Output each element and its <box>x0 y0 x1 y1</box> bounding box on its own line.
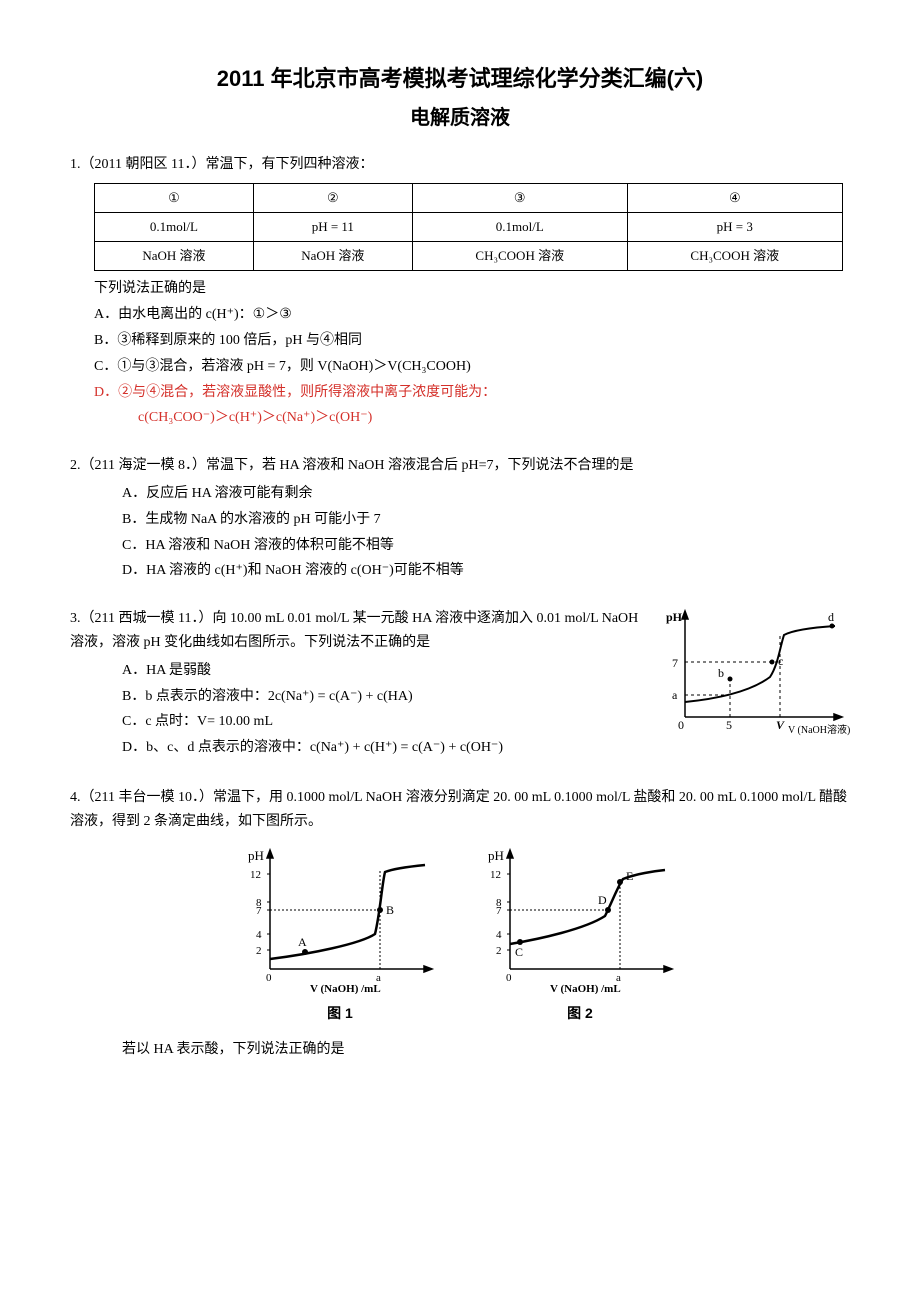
c1-x0: 0 <box>266 972 272 984</box>
q1-th-1: ① <box>95 184 254 213</box>
c2-t4: 4 <box>496 929 502 941</box>
q2-opt-a: A．反应后 HA 溶液可能有剩余 <box>122 482 850 506</box>
c1-t7: 7 <box>256 905 262 917</box>
q1-r2c1: NaOH 溶液 <box>95 242 254 271</box>
q3-tick-7: 7 <box>672 656 678 670</box>
q1-r2c2: NaOH 溶液 <box>253 242 412 271</box>
q1-opt-c: C．①与③混合，若溶液 pH = 7，则 V(NaOH)＞V(CH₃COOH) <box>94 355 850 379</box>
c2-t2: 2 <box>496 945 502 957</box>
q3-x5: 5 <box>726 718 732 732</box>
page-title: 2011 年北京市高考模拟考试理综化学分类汇编(六) <box>70 60 850 97</box>
q4-cap-1: 图 1 <box>240 1002 440 1026</box>
c2-D: D <box>598 893 607 907</box>
c1-ylabel: pH <box>248 848 264 863</box>
q3-pt-c: c <box>778 654 783 668</box>
c2-t12: 12 <box>490 869 501 881</box>
q4-stem: 4.（211 丰台一模 10．）常温下，用 0.1000 mol/L NaOH … <box>70 786 850 834</box>
c1-t2: 2 <box>256 945 262 957</box>
c2-t7: 7 <box>496 905 502 917</box>
q3-opt-b: B．b 点表示的溶液中：2c(Na⁺) = c(A⁻) + c(HA) <box>122 685 652 709</box>
q3-stem: 3.（211 西城一模 11．）向 10.00 mL 0.01 mol/L 某一… <box>70 607 652 655</box>
q2-opt-c: C．HA 溶液和 NaOH 溶液的体积可能不相等 <box>122 534 850 558</box>
q1-stem: 1.（2011 朝阳区 11．）常温下，有下列四种溶液： <box>70 153 850 177</box>
q1-th-3: ③ <box>412 184 627 213</box>
q3-xV: V <box>776 718 785 732</box>
q4-after: 若以 HA 表示酸，下列说法正确的是 <box>122 1038 850 1062</box>
c2-x0: 0 <box>506 972 512 984</box>
q3-origin: 0 <box>678 718 684 732</box>
c2-ylabel: pH <box>488 848 504 863</box>
q3-pt-d: d <box>828 610 834 624</box>
c2-E: E <box>626 869 633 883</box>
c2-C: C <box>515 945 523 959</box>
question-1: 1.（2011 朝阳区 11．）常温下，有下列四种溶液： ① ② ③ ④ 0.1… <box>70 153 850 430</box>
q4-cap-2: 图 2 <box>480 1002 680 1026</box>
q1-opt-b: B．③稀释到原来的 100 倍后，pH 与④相同 <box>94 329 850 353</box>
q3-ylabel: pH <box>666 610 683 624</box>
c1-t12: 12 <box>250 869 261 881</box>
q1-r2c4: CH₃COOH 溶液 <box>627 242 842 271</box>
q1-lead: 下列说法正确的是 <box>94 277 850 301</box>
q4-chart-2: pH 12 8 7 4 2 0 a V (NaOH) /mL C D E 图 2 <box>480 844 680 1027</box>
q3-opt-d: D．b、c、d 点表示的溶液中：c(Na⁺) + c(H⁺) = c(A⁻) +… <box>122 736 652 760</box>
question-3: 3.（211 西城一模 11．）向 10.00 mL 0.01 mol/L 某一… <box>70 607 850 762</box>
q2-stem: 2.（211 海淀一模 8．）常温下，若 HA 溶液和 NaOH 溶液混合后 p… <box>70 454 850 478</box>
q1-r1c2: pH = 11 <box>253 213 412 242</box>
q1-r1c3: 0.1mol/L <box>412 213 627 242</box>
q1-th-4: ④ <box>627 184 842 213</box>
q1-table: ① ② ③ ④ 0.1mol/L pH = 11 0.1mol/L pH = 3… <box>94 183 843 271</box>
question-2: 2.（211 海淀一模 8．）常温下，若 HA 溶液和 NaOH 溶液混合后 p… <box>70 454 850 583</box>
q3-pt-b: b <box>718 666 724 680</box>
q3-xlabel: V (NaOH溶液)/mL <box>788 723 850 736</box>
q3-opt-a: A．HA 是弱酸 <box>122 659 652 683</box>
c1-A: A <box>298 935 307 949</box>
q3-chart: pH 7 a 0 5 V V (NaOH溶液)/mL b c d <box>660 607 850 746</box>
q1-opt-d-line1: D．②与④混合，若溶液显酸性，则所得溶液中离子浓度可能为： <box>94 381 850 405</box>
q4-chart-1: pH 12 8 7 4 2 0 a V (NaOH) /mL A B 图 1 <box>240 844 440 1027</box>
q3-opt-c: C．c 点时：V= 10.00 mL <box>122 710 652 734</box>
c1-t4: 4 <box>256 929 262 941</box>
q1-r1c1: 0.1mol/L <box>95 213 254 242</box>
q1-th-2: ② <box>253 184 412 213</box>
c1-xlabel: V (NaOH) /mL <box>310 983 381 994</box>
q3-tick-a: a <box>672 688 678 702</box>
q1-opt-d-line2: c(CH₃COO⁻)＞c(H⁺)＞c(Na⁺)＞c(OH⁻) <box>138 406 850 430</box>
question-4: 4.（211 丰台一模 10．）常温下，用 0.1000 mol/L NaOH … <box>70 786 850 1062</box>
c2-xlabel: V (NaOH) /mL <box>550 983 621 994</box>
page-subtitle: 电解质溶液 <box>70 101 850 135</box>
q1-r2c3: CH₃COOH 溶液 <box>412 242 627 271</box>
q1-r1c4: pH = 3 <box>627 213 842 242</box>
q2-opt-d: D．HA 溶液的 c(H⁺)和 NaOH 溶液的 c(OH⁻)可能不相等 <box>122 559 850 583</box>
q2-opt-b: B．生成物 NaA 的水溶液的 pH 可能小于 7 <box>122 508 850 532</box>
c1-B: B <box>386 903 394 917</box>
q1-opt-a: A．由水电离出的 c(H⁺)：①＞③ <box>94 303 850 327</box>
